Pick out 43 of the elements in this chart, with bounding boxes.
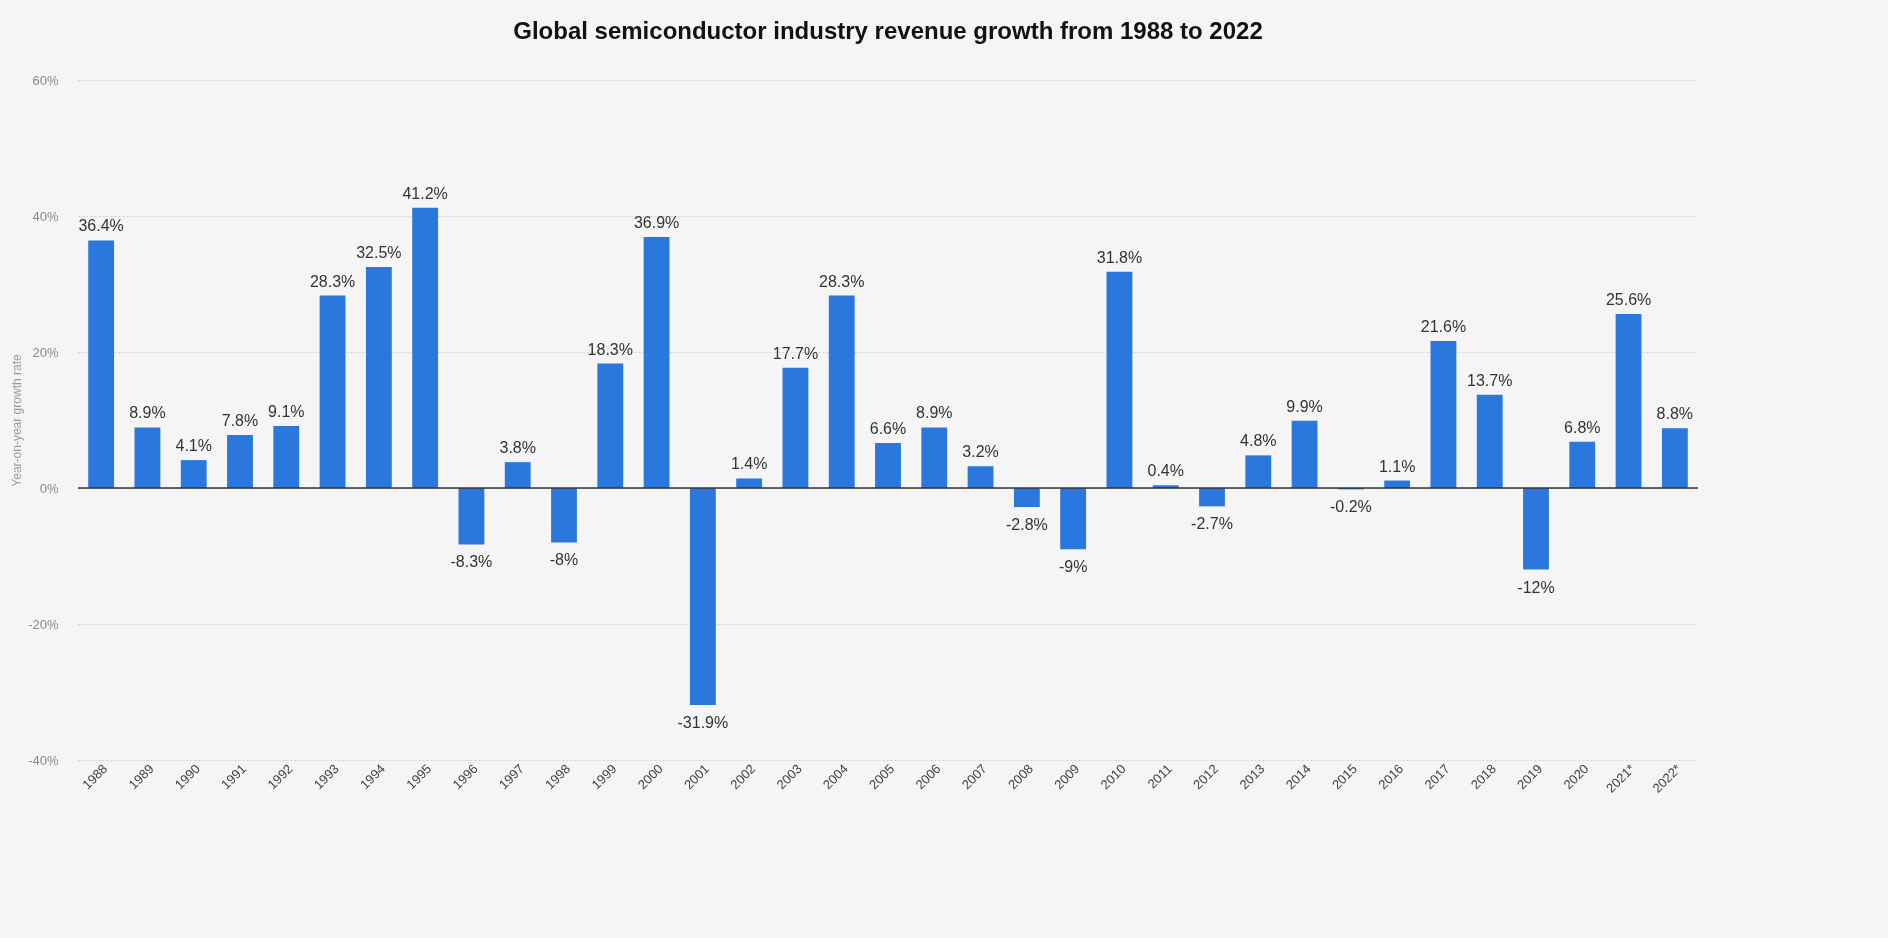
data-label: -2.7% bbox=[1191, 515, 1233, 533]
data-label: 36.4% bbox=[78, 217, 124, 235]
data-label: 6.6% bbox=[869, 420, 907, 438]
data-label: 28.3% bbox=[309, 272, 356, 290]
data-label: 0.4% bbox=[1147, 462, 1184, 480]
data-label: 8.9% bbox=[916, 404, 953, 422]
data-label: 9.1% bbox=[268, 403, 305, 421]
data-label: 4.1% bbox=[175, 437, 212, 455]
data-label: -9% bbox=[1058, 558, 1088, 576]
data-label: -0.2% bbox=[1329, 498, 1372, 516]
data-label: -8.3% bbox=[450, 553, 493, 571]
data-label: 17.7% bbox=[772, 344, 819, 362]
data-label: 8.9% bbox=[129, 404, 166, 422]
data-label: 4.8% bbox=[1240, 432, 1277, 450]
data-label: 9.9% bbox=[1286, 397, 1323, 415]
y-tick-label: 60% bbox=[32, 72, 59, 88]
data-label: 7.8% bbox=[221, 411, 259, 429]
data-label: -31.9% bbox=[677, 713, 729, 731]
data-label: 21.6% bbox=[1420, 318, 1467, 336]
data-label: 32.5% bbox=[356, 244, 402, 261]
y-tick-label: -40% bbox=[28, 752, 59, 768]
data-label: 28.3% bbox=[819, 272, 865, 290]
y-tick-label: 0% bbox=[39, 480, 59, 496]
y-tick-label: 20% bbox=[32, 344, 59, 360]
data-label: -12% bbox=[1517, 578, 1555, 596]
data-label: 18.3% bbox=[587, 340, 633, 358]
data-label: 8.8% bbox=[1656, 405, 1694, 423]
data-label: 13.7% bbox=[1467, 371, 1513, 389]
y-axis-title: Year-on-year growth rate bbox=[10, 354, 25, 487]
data-label: 3.2% bbox=[962, 443, 999, 461]
data-label: 41.2% bbox=[402, 184, 448, 202]
data-label: 6.8% bbox=[1564, 418, 1601, 436]
data-label: 36.9% bbox=[633, 214, 680, 232]
y-tick-label: -20% bbox=[28, 616, 59, 632]
data-label: 3.8% bbox=[499, 439, 536, 457]
data-label: 31.8% bbox=[1096, 248, 1143, 266]
data-label: -8% bbox=[549, 551, 579, 569]
chart-title: Global semiconductor industry revenue growth from 1988 to 2022 bbox=[513, 17, 1263, 44]
data-label: 1.1% bbox=[1378, 457, 1416, 475]
data-label: 25.6% bbox=[1605, 290, 1652, 308]
y-tick-label: 40% bbox=[32, 208, 59, 224]
data-label: 1.4% bbox=[730, 455, 768, 473]
data-label: -2.8% bbox=[1005, 516, 1048, 534]
